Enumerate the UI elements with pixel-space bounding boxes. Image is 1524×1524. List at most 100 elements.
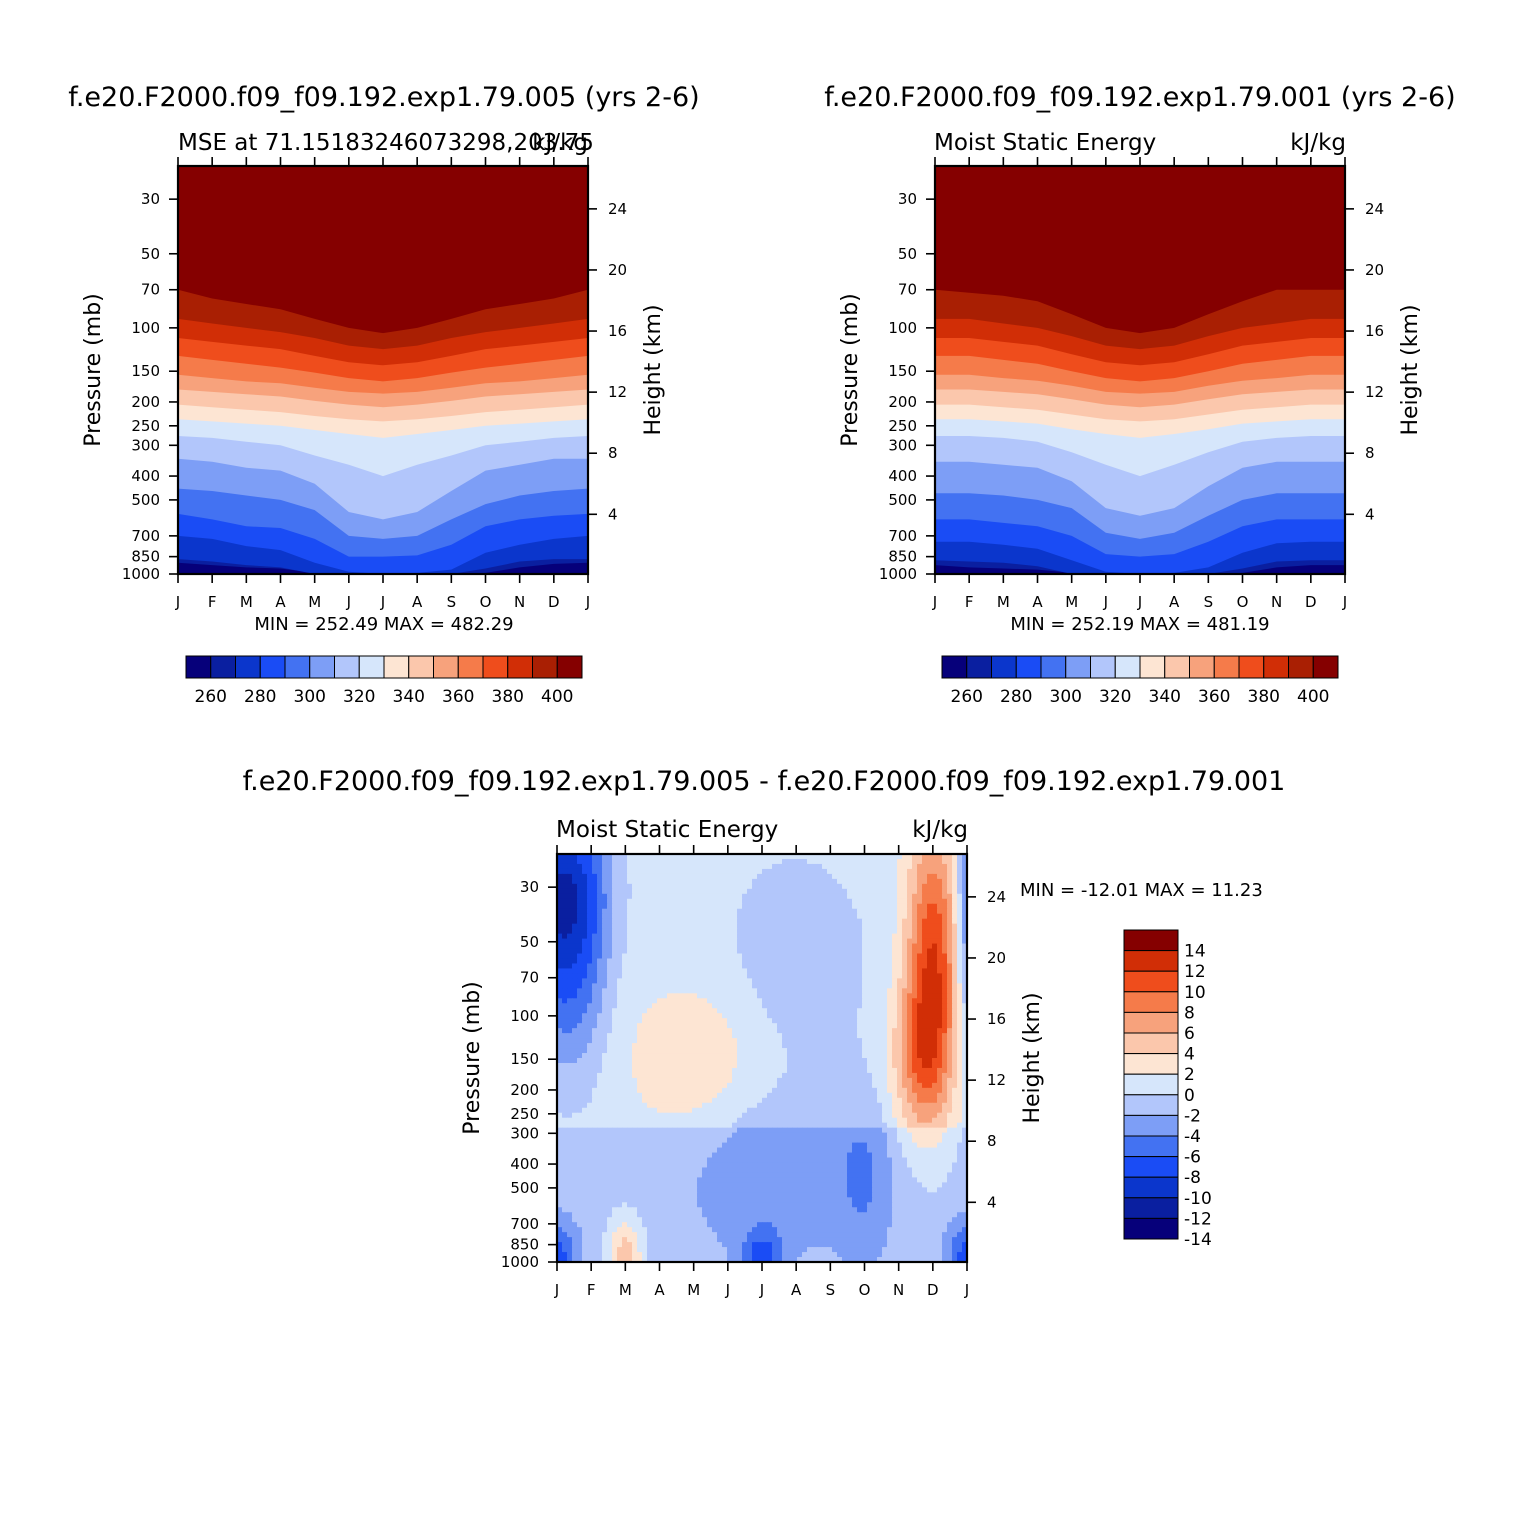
contour-cell (927, 938, 933, 945)
contour-cell (602, 1062, 608, 1069)
contour-cell (667, 878, 673, 885)
contour-cell (847, 1132, 853, 1139)
contour-cell (637, 973, 643, 979)
contour-cell (947, 1062, 953, 1069)
contour-cell (807, 938, 813, 945)
contour-cell (622, 878, 628, 885)
contour-cell (937, 1097, 943, 1104)
contour-cell (842, 928, 848, 935)
contour-cell (777, 1132, 783, 1139)
contour-cell (907, 1132, 913, 1139)
contour-cell (557, 988, 563, 994)
contour-cell (597, 988, 603, 994)
contour-cell (777, 868, 783, 875)
contour-cell (927, 1087, 933, 1094)
contour-cell (567, 888, 573, 895)
contour-cell (587, 858, 593, 865)
contour-cell (932, 1038, 938, 1044)
contour-cell (802, 918, 808, 925)
contour-cell (692, 888, 698, 895)
contour-cell (577, 1102, 583, 1109)
contour-cell (677, 1038, 683, 1044)
contour-cell (612, 1122, 618, 1129)
contour-cell (927, 1107, 933, 1114)
contour-cell (822, 1127, 828, 1134)
contour-cell (777, 983, 783, 989)
contour-cell (792, 888, 798, 895)
contour-cell (797, 1077, 803, 1084)
contour-cell (897, 898, 903, 905)
contour-cell (912, 958, 918, 965)
contour-cell (912, 1127, 918, 1134)
contour-cell (817, 863, 823, 870)
contour-cell (867, 858, 873, 865)
contour-cell (672, 1102, 678, 1109)
contour-cell (907, 913, 913, 920)
contour-cell (632, 908, 638, 915)
contour-cell (782, 1097, 788, 1104)
contour-cell (577, 983, 583, 989)
contour-cell (822, 873, 828, 880)
contour-cell (822, 1048, 828, 1054)
contour-cell (602, 1097, 608, 1104)
contour-cell (932, 998, 938, 1004)
contour-cell (642, 1112, 648, 1119)
contour-cell (947, 1013, 953, 1019)
contour-cell (777, 863, 783, 870)
contour-cell (557, 943, 563, 950)
contour-cell (662, 1048, 668, 1054)
contour-cell (617, 923, 623, 930)
contour-cell (912, 1072, 918, 1079)
contour-cell (812, 878, 818, 885)
contour-cell (837, 878, 843, 885)
contour-cell (712, 893, 718, 900)
contour-cell (932, 1008, 938, 1014)
contour-cell (582, 993, 588, 999)
contour-cell (927, 933, 933, 940)
contour-cell (632, 928, 638, 935)
contour-cell (837, 1062, 843, 1069)
contour-cell (932, 1107, 938, 1114)
contour-cell (722, 998, 728, 1004)
contour-cell (637, 1077, 643, 1084)
contour-cell (592, 1077, 598, 1084)
contour-cell (662, 873, 668, 880)
contour-cell (632, 1137, 638, 1144)
contour-cell (607, 1053, 613, 1059)
contour-cell (587, 973, 593, 979)
contour-cell (867, 1058, 873, 1064)
contour-cell (767, 938, 773, 945)
contour-cell (927, 983, 933, 989)
contour-cell (702, 1018, 708, 1024)
contour-cell (827, 1087, 833, 1094)
contour-cell (562, 923, 568, 930)
contour-cell (777, 1003, 783, 1009)
contour-cell (827, 913, 833, 920)
contour-cell (567, 883, 573, 890)
contour-cell (792, 1023, 798, 1029)
contour-cell (557, 893, 563, 900)
contour-cell (902, 1067, 908, 1074)
contour-cell (917, 863, 923, 870)
contour-cell (832, 1018, 838, 1024)
contour-cell (947, 1097, 953, 1104)
contour-cell (612, 888, 618, 895)
contour-cell (717, 918, 723, 925)
contour-cell (697, 1132, 703, 1139)
contour-cell (597, 978, 603, 984)
contour-cell (717, 1058, 723, 1064)
contour-cell (717, 1127, 723, 1134)
contour-cell (602, 1033, 608, 1039)
contour-cell (832, 943, 838, 950)
contour-cell (812, 1033, 818, 1039)
contour-cell (592, 918, 598, 925)
contour-cell (717, 1033, 723, 1039)
contour-cell (852, 1082, 858, 1089)
contour-cell (627, 1112, 633, 1119)
contour-cell (727, 1122, 733, 1129)
contour-cell (657, 878, 663, 885)
contour-cell (827, 1013, 833, 1019)
contour-cell (887, 988, 893, 994)
contour-cell (742, 1072, 748, 1079)
contour-cell (767, 1097, 773, 1104)
